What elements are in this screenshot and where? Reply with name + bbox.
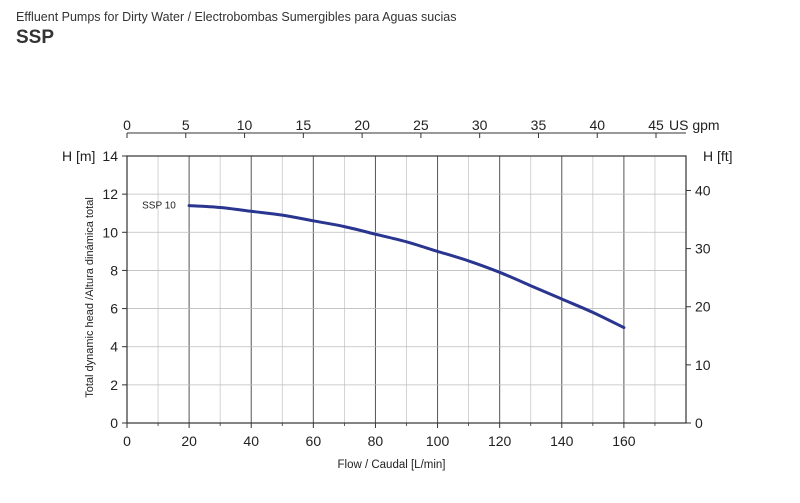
top-tick-label: 25 bbox=[413, 117, 429, 133]
chart-title: SSP bbox=[16, 27, 55, 48]
y-right-axis-title: H [ft] bbox=[703, 148, 733, 164]
x-tick-label: 100 bbox=[426, 433, 450, 449]
y-tick-label: 10 bbox=[102, 224, 118, 240]
x-tick-label: 20 bbox=[181, 433, 197, 449]
top-tick-label: 15 bbox=[296, 117, 312, 133]
top-tick-label: 45 bbox=[648, 117, 664, 133]
top-tick-label: 35 bbox=[531, 117, 547, 133]
top-tick-label: 5 bbox=[182, 117, 190, 133]
y-left-axis-title: H [m] bbox=[62, 148, 95, 164]
top-tick-label: 10 bbox=[237, 117, 253, 133]
y-right-tick-label: 40 bbox=[695, 182, 711, 198]
y-tick-label: 6 bbox=[110, 301, 118, 317]
chart-subtitle: Effluent Pumps for Dirty Water / Electro… bbox=[16, 10, 457, 24]
y-right-tick-label: 30 bbox=[695, 241, 711, 257]
y-right-tick-label: 10 bbox=[695, 357, 711, 373]
x-tick-label: 60 bbox=[306, 433, 322, 449]
y-right-tick-label: 0 bbox=[695, 415, 703, 431]
x-tick-label: 140 bbox=[550, 433, 574, 449]
x-tick-label: 40 bbox=[243, 433, 259, 449]
top-tick-label: 0 bbox=[123, 117, 131, 133]
top-axis-unit: US gpm bbox=[669, 117, 720, 133]
y-tick-label: 4 bbox=[110, 339, 118, 355]
series-label: SSP 10 bbox=[142, 201, 176, 212]
top-tick-label: 30 bbox=[472, 117, 488, 133]
x-axis-label: Flow / Caudal [L/min] bbox=[337, 459, 445, 471]
top-tick-label: 40 bbox=[589, 117, 605, 133]
x-tick-label: 0 bbox=[123, 433, 131, 449]
y-tick-label: 0 bbox=[110, 415, 118, 431]
y-tick-label: 8 bbox=[110, 262, 118, 278]
y-tick-label: 14 bbox=[102, 148, 118, 164]
top-tick-label: 20 bbox=[354, 117, 370, 133]
y-tick-label: 12 bbox=[102, 186, 118, 202]
y-tick-label: 2 bbox=[110, 377, 118, 393]
y-right-tick-label: 20 bbox=[695, 299, 711, 315]
y-axis-label: Total dynamic head /Altura dinámica tota… bbox=[84, 197, 96, 398]
x-tick-label: 160 bbox=[612, 433, 636, 449]
x-tick-label: 80 bbox=[368, 433, 384, 449]
series-line-ssp-10 bbox=[187, 204, 626, 330]
x-tick-label: 120 bbox=[488, 433, 512, 449]
